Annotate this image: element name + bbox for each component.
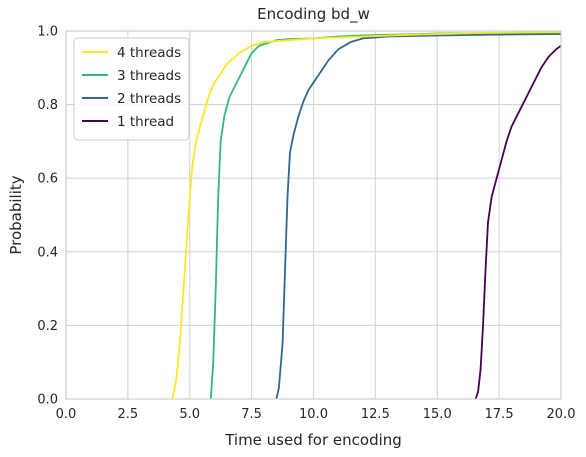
x-tick-label: 7.5 [241, 407, 262, 422]
plot-frame [65, 30, 562, 400]
series-line-2-threads [275, 33, 561, 399]
y-axis-label: Probability [7, 175, 25, 254]
y-tick-label: 0.4 [37, 245, 58, 260]
series-group [171, 31, 561, 399]
x-tick-label: 2.5 [118, 407, 139, 422]
legend-label: 2 threads [117, 91, 181, 107]
series-line-1-thread [474, 44, 561, 399]
y-tick-label: 0.6 [37, 172, 58, 187]
legend: 4 threads 3 threads 2 threads 1 thread [73, 37, 190, 141]
legend-label: 4 threads [117, 45, 181, 61]
x-tick-label: 20.0 [547, 407, 576, 422]
legend-label: 1 thread [117, 114, 174, 130]
y-axis: 0.0 0.2 0.4 0.6 0.8 1.0 [37, 25, 58, 408]
legend-box [73, 37, 190, 141]
y-tick-label: 0.2 [37, 319, 58, 334]
legend-label: 3 threads [117, 68, 181, 84]
plot-area [65, 30, 562, 400]
x-tick-label: 15.0 [423, 407, 452, 422]
y-tick-label: 1.0 [37, 25, 58, 40]
x-tick-label: 5.0 [179, 407, 200, 422]
x-tick-label: 17.5 [485, 407, 514, 422]
x-tick-label: 10.0 [299, 407, 328, 422]
x-tick-label: 12.5 [361, 407, 390, 422]
x-axis-label: Time used for encoding [224, 431, 402, 449]
x-axis: 0.0 2.5 5.0 7.5 10.0 12.5 15.0 17.5 20.0 [56, 407, 576, 422]
series-line-4-threads [171, 31, 561, 399]
y-tick-label: 0.0 [37, 393, 58, 408]
series-line-3-threads [209, 31, 561, 399]
chart-title: Encoding bd_w [257, 5, 370, 24]
y-tick-label: 0.8 [37, 98, 58, 113]
x-tick-label: 0.0 [56, 407, 77, 422]
